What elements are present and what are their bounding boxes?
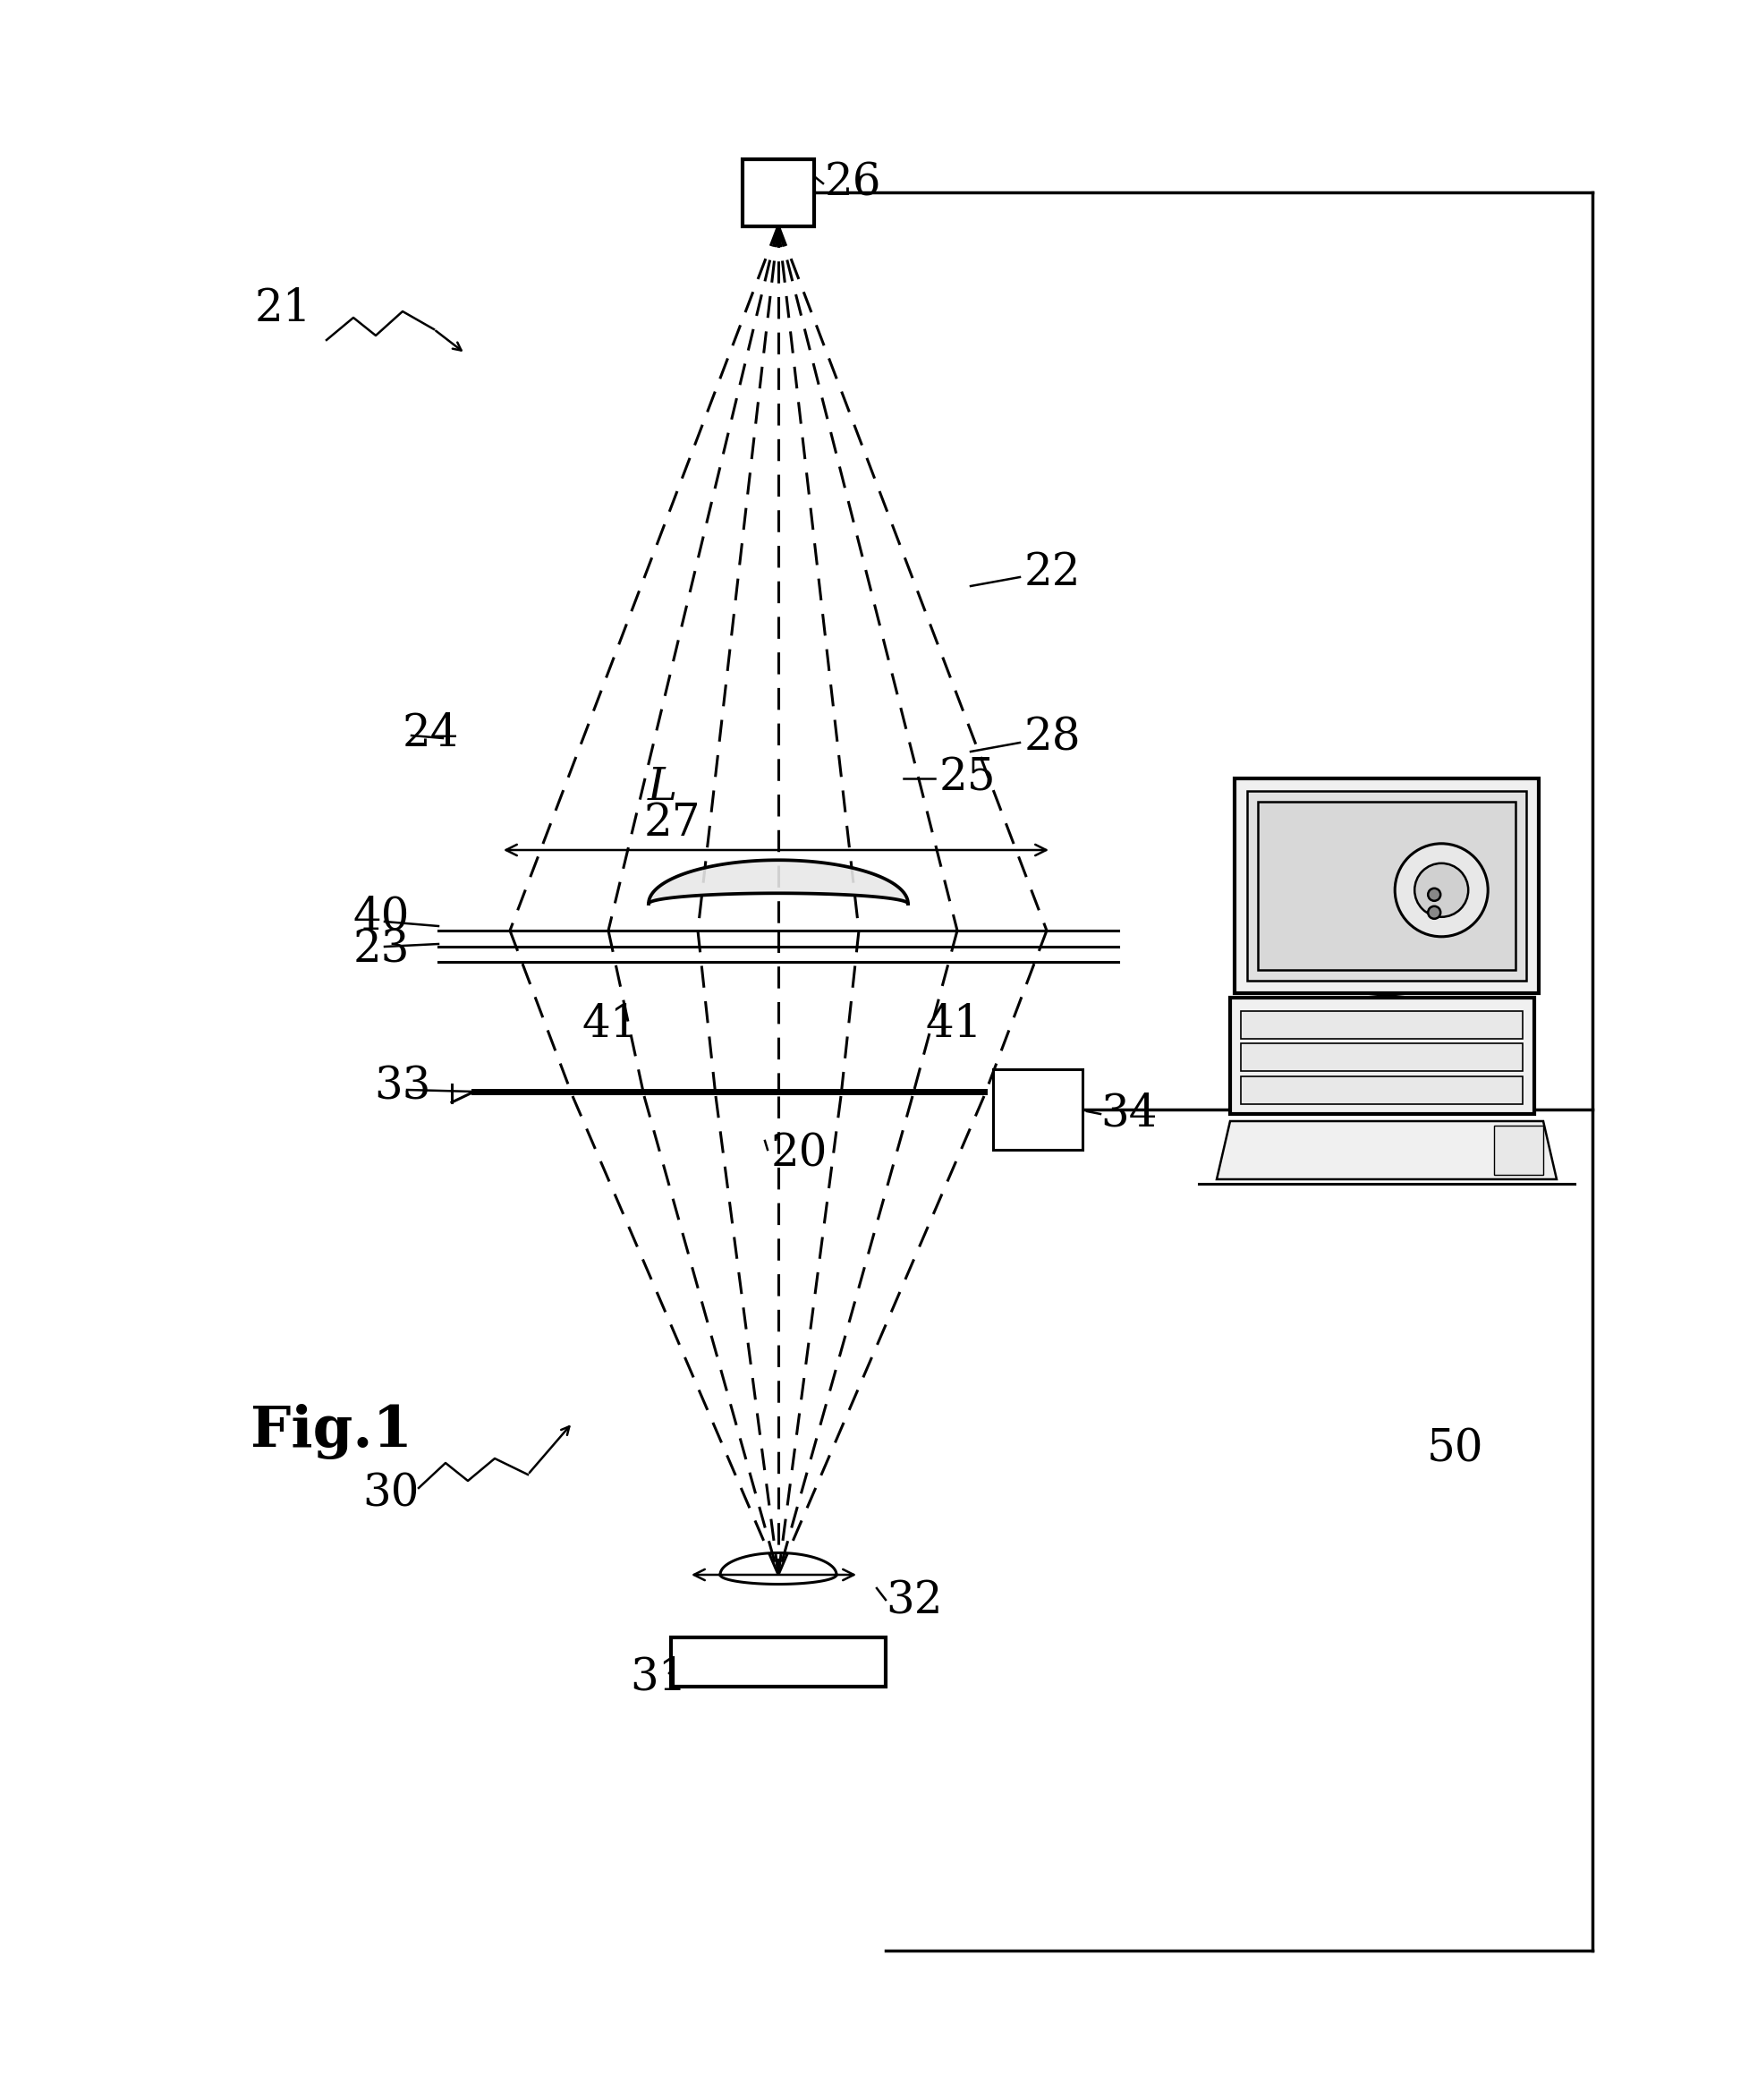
Text: Fig.1: Fig.1 — [250, 1405, 413, 1459]
Text: 24: 24 — [402, 712, 460, 756]
Bar — [992, 1069, 1083, 1151]
Text: 34: 34 — [1100, 1092, 1156, 1136]
Text: 32: 32 — [885, 1579, 943, 1623]
Text: 27: 27 — [644, 800, 701, 846]
Text: 25: 25 — [939, 756, 995, 800]
Bar — [1240, 1077, 1522, 1105]
Polygon shape — [1216, 1121, 1557, 1180]
Bar — [670, 1638, 885, 1686]
Bar — [1247, 792, 1525, 981]
Bar — [1230, 998, 1534, 1113]
Circle shape — [1427, 907, 1439, 918]
Text: L: L — [647, 764, 677, 809]
Text: 50: 50 — [1425, 1428, 1483, 1472]
Circle shape — [1427, 888, 1439, 901]
Bar — [1494, 1126, 1543, 1174]
Bar — [1258, 802, 1515, 970]
Text: 40: 40 — [353, 895, 409, 939]
Bar — [742, 160, 813, 227]
Circle shape — [1394, 844, 1487, 937]
Text: 33: 33 — [374, 1065, 430, 1109]
Text: 31: 31 — [630, 1655, 686, 1699]
Bar — [1235, 779, 1537, 993]
Circle shape — [1413, 863, 1467, 918]
Bar — [1240, 1044, 1522, 1071]
Text: 28: 28 — [1023, 716, 1081, 760]
Text: 26: 26 — [824, 162, 881, 206]
Text: 21: 21 — [255, 286, 311, 332]
Text: 23: 23 — [353, 928, 409, 972]
Bar — [1240, 1010, 1522, 1040]
Text: 20: 20 — [771, 1132, 827, 1176]
Text: 22: 22 — [1023, 550, 1081, 594]
Text: 41: 41 — [581, 1002, 638, 1046]
Text: 41: 41 — [925, 1002, 983, 1046]
Text: 30: 30 — [362, 1472, 420, 1516]
